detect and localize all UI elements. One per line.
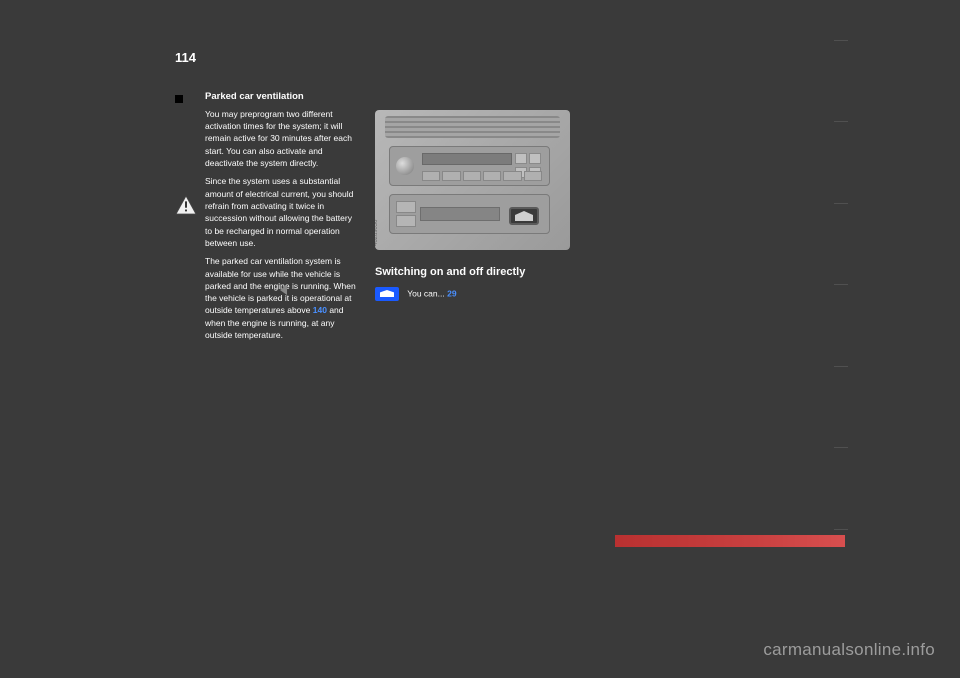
figure-code: 462us036 [375, 220, 379, 246]
red-watermark-bar [615, 535, 845, 547]
section-title: Switching on and off directly [375, 265, 570, 281]
paragraph: Since the system uses a substantial amou… [205, 175, 360, 249]
climate-control-unit [389, 194, 550, 234]
tab [834, 121, 848, 202]
defrost-icon [515, 211, 533, 221]
tab [834, 284, 848, 365]
rear-defrost-button [509, 207, 539, 225]
paragraph: You can... 29 [375, 287, 570, 301]
back-arrow-icon [280, 285, 287, 295]
tab [834, 447, 848, 528]
section-title: Parked car ventilation [205, 90, 360, 104]
page-link[interactable]: 29 [447, 288, 456, 298]
tab [834, 203, 848, 284]
page-link[interactable]: 140 [313, 305, 327, 315]
tab [834, 529, 848, 610]
warning-text: The parked car ventilation system is ava… [205, 255, 360, 341]
volume-knob [396, 157, 414, 175]
warning-triangle-icon [175, 195, 197, 215]
air-vent [385, 116, 560, 138]
chapter-marker [175, 95, 183, 103]
page-number: 114 [175, 50, 196, 65]
watermark-text: carmanualsonline.info [763, 640, 935, 660]
climate-display [420, 207, 500, 221]
left-column: Parked car ventilation You may preprogra… [205, 90, 360, 347]
middle-column: Switching on and off directly You can...… [375, 265, 570, 301]
manual-page: 114 Parked car ventilation You may prepr… [150, 40, 850, 610]
paragraph: You may preprogram two different activat… [205, 108, 360, 170]
radio-unit [389, 146, 550, 186]
climate-side-buttons [396, 201, 416, 227]
rear-window-icon [375, 287, 399, 301]
cassette-slot [422, 153, 512, 165]
side-index-tabs [834, 40, 848, 610]
tab [834, 40, 848, 121]
mid-text: You can... [407, 288, 445, 298]
preset-buttons [422, 171, 542, 181]
tab [834, 366, 848, 447]
dashboard-photo: 462us036 [375, 110, 570, 250]
